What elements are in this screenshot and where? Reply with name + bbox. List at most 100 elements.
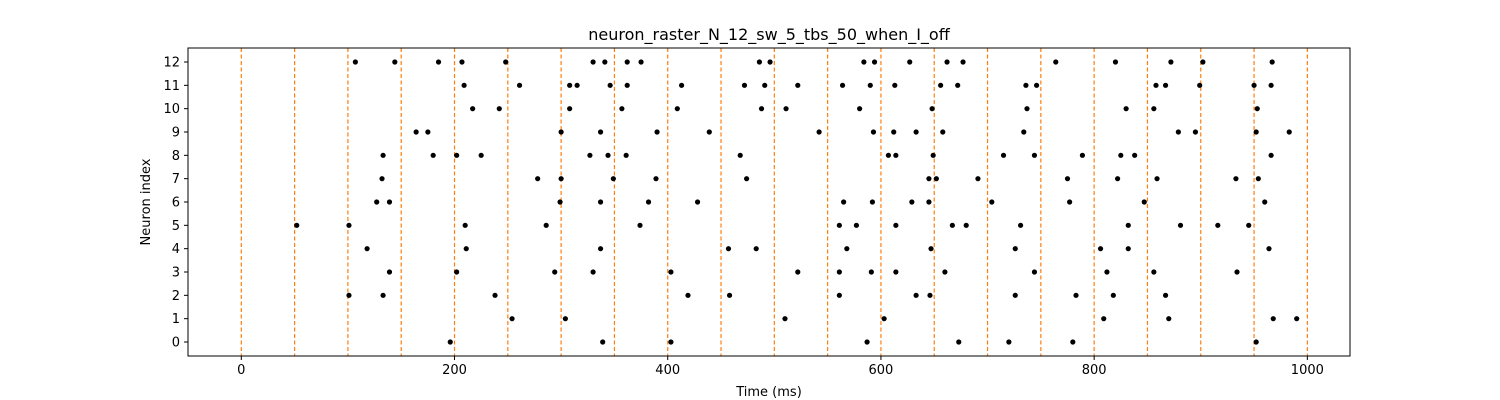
x-tick-label: 400: [655, 363, 680, 378]
spike-point: [758, 106, 765, 112]
spike-point: [963, 222, 969, 228]
spike-point: [881, 316, 887, 322]
spike-point: [1153, 82, 1159, 88]
spike-point: [913, 292, 919, 298]
spike-point: [624, 59, 630, 65]
spike-point: [1253, 339, 1259, 345]
spike-point: [741, 82, 748, 88]
spike-point: [392, 59, 398, 65]
spike-point: [783, 106, 789, 112]
spike-point: [1151, 269, 1157, 275]
spike-point: [892, 82, 898, 88]
spike-point: [1097, 246, 1104, 252]
spike-point: [816, 129, 822, 135]
spike-point: [459, 59, 465, 65]
spike-point: [744, 176, 750, 182]
spike-point: [929, 106, 935, 112]
y-tick-label: 12: [163, 56, 180, 71]
spike-point: [413, 129, 419, 135]
spike-point: [1115, 176, 1121, 182]
spike-point: [374, 199, 380, 205]
spike-point: [558, 176, 564, 182]
x-tick-label: 200: [442, 363, 467, 378]
spike-point: [1286, 129, 1292, 135]
spike-point: [960, 59, 966, 65]
spike-point: [907, 59, 913, 65]
spike-point: [930, 152, 936, 158]
boundary-lines: [240, 48, 1308, 356]
spike-point: [861, 59, 867, 65]
spike-point: [938, 82, 944, 88]
spike-point: [574, 82, 580, 88]
spike-point: [870, 129, 877, 135]
spike-point: [1012, 292, 1018, 298]
spike-point: [654, 129, 660, 135]
x-tick-label: 0: [237, 363, 245, 378]
spike-point: [461, 82, 467, 88]
spike-point: [470, 106, 476, 112]
spike-point: [913, 129, 919, 135]
spike-point: [1021, 129, 1027, 135]
spike-point: [602, 59, 608, 65]
spike-point: [767, 59, 773, 65]
spike-point: [706, 129, 712, 135]
spike-point: [944, 59, 950, 65]
spike-point: [624, 82, 630, 88]
spike-point: [605, 152, 611, 158]
spike-point: [1197, 82, 1203, 88]
x-axis-label: Time (ms): [735, 385, 802, 400]
spike-point: [1125, 222, 1131, 228]
spike-point: [836, 222, 842, 228]
spike-point: [1262, 199, 1268, 205]
spike-point: [590, 269, 596, 275]
spike-point: [1175, 129, 1181, 135]
spike-point: [1017, 222, 1024, 228]
spike-point: [726, 292, 733, 298]
spike-point: [868, 269, 874, 275]
spike-point: [1141, 199, 1147, 205]
spike-point: [1000, 152, 1007, 158]
spike-point: [386, 269, 393, 275]
spike-point: [435, 59, 442, 65]
spike-point: [869, 199, 876, 205]
spike-point: [1253, 129, 1259, 135]
spike-point: [425, 129, 431, 135]
spike-point: [1246, 222, 1252, 228]
spike-point: [346, 292, 352, 298]
spike-point: [1162, 82, 1169, 88]
spike-point: [1079, 152, 1086, 158]
spike-point: [893, 222, 899, 228]
spike-point: [1073, 292, 1079, 298]
spike-point: [756, 59, 763, 65]
spike-point: [600, 339, 606, 345]
spike-point: [795, 82, 801, 88]
spike-point: [557, 199, 563, 205]
spike-point: [1101, 316, 1107, 322]
spike-point: [1012, 246, 1018, 252]
x-tick-label: 800: [1082, 363, 1107, 378]
y-tick-label: 10: [163, 102, 180, 117]
spike-point: [1053, 59, 1059, 65]
spike-point: [1168, 59, 1174, 65]
spike-point: [841, 199, 847, 205]
spike-point: [685, 292, 691, 298]
spike-point: [653, 176, 659, 182]
spike-point: [782, 316, 788, 322]
spike-point: [853, 222, 860, 228]
spike-point: [1270, 316, 1276, 322]
y-tick-label: 9: [172, 126, 180, 141]
spike-point: [1266, 246, 1272, 252]
spike-point: [1023, 82, 1029, 88]
spike-point: [1031, 152, 1038, 158]
spike-point: [492, 292, 498, 298]
spike-point: [552, 269, 558, 275]
spike-point: [447, 339, 453, 345]
spike-point: [1024, 106, 1030, 112]
spike-point: [737, 152, 743, 158]
y-tick-label: 4: [172, 242, 180, 257]
spike-point: [844, 246, 850, 252]
spike-point: [543, 222, 549, 228]
spike-point: [562, 316, 568, 322]
x-tick-label: 1000: [1291, 363, 1324, 378]
